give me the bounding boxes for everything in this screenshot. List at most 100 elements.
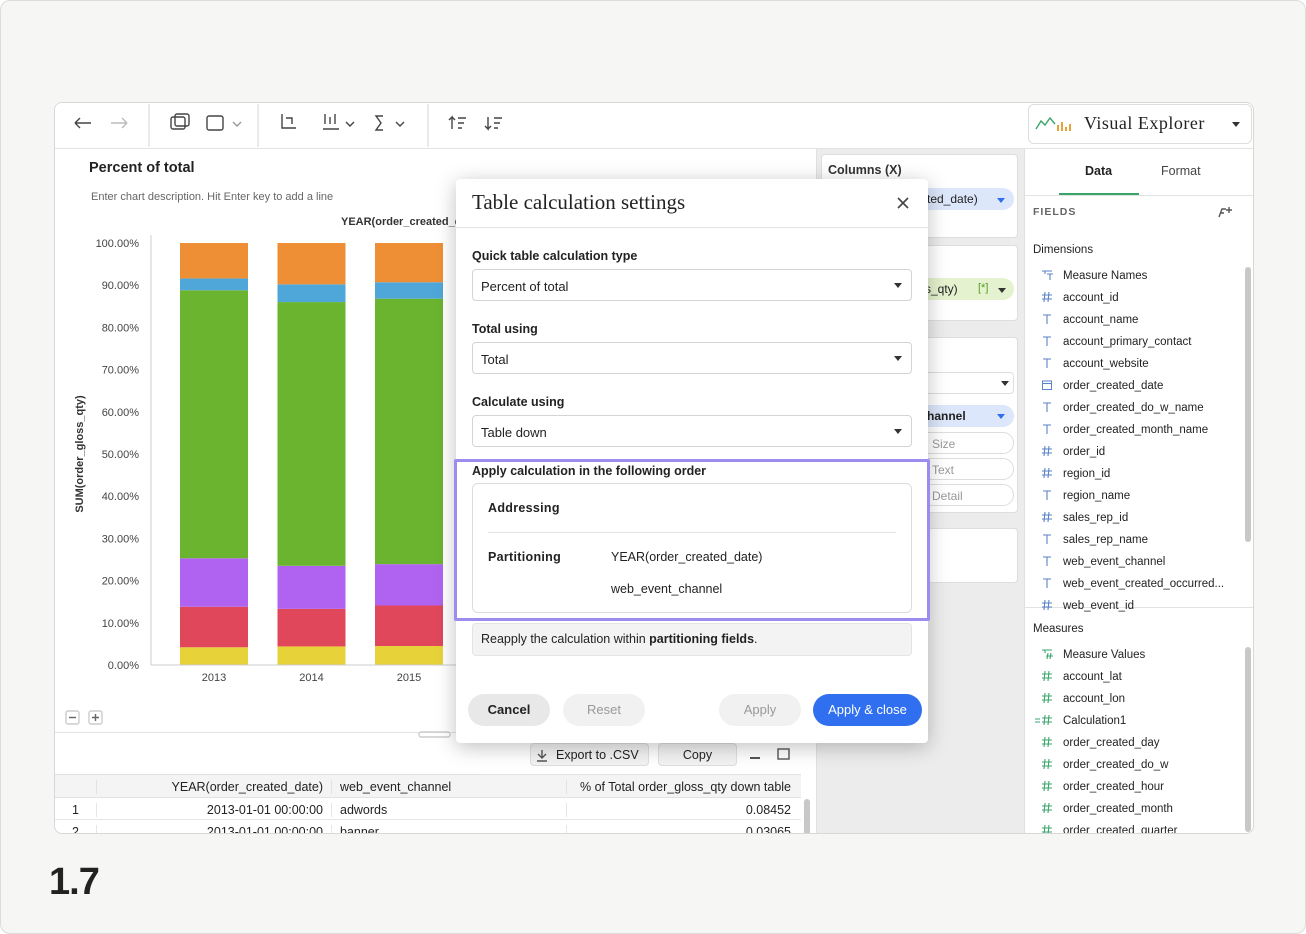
clear-sheet-icon[interactable] (206, 115, 224, 131)
field-name: account_primary_contact (1063, 336, 1192, 348)
field-name: account_id (1063, 292, 1119, 304)
app-switcher[interactable] (1028, 104, 1252, 144)
sum-icon[interactable] (374, 115, 383, 131)
x-tick-label: 2014 (299, 672, 323, 684)
x-tick-label: 2013 (202, 672, 226, 684)
select[interactable]: Percent of total (472, 269, 912, 301)
caret (997, 414, 1005, 419)
bar-segment (375, 564, 443, 606)
reset-button[interactable]: Reset (563, 694, 645, 726)
bar-segment (180, 290, 248, 559)
forward-icon[interactable] (111, 117, 128, 129)
y-tick-label: 90.00% (102, 280, 140, 292)
zoom-out[interactable] (65, 710, 80, 725)
divider (488, 532, 896, 533)
dimensions-label: Dimensions (1033, 244, 1094, 256)
hint-bold: partitioning fields (649, 632, 755, 646)
maximize-icon[interactable] (777, 748, 790, 760)
field-name: Measure Values (1063, 649, 1146, 661)
field-name: order_created_day (1063, 737, 1160, 749)
select[interactable]: Total (472, 342, 912, 374)
field-name: order_created_do_w (1063, 759, 1169, 771)
scrollbar[interactable] (1245, 267, 1251, 542)
field-name: web_event_channel (1063, 556, 1166, 568)
row-number: 1 (55, 803, 96, 817)
cancel-button[interactable]: Cancel (468, 694, 550, 726)
copy-button[interactable]: Copy (658, 743, 737, 766)
bar-segment (277, 302, 346, 566)
table-cell: 2013-01-01 00:00:00 (96, 803, 331, 817)
resize-handle[interactable] (418, 731, 451, 738)
field-icon (1042, 467, 1052, 479)
scrollbar[interactable] (804, 799, 810, 833)
bar-segment (375, 605, 443, 647)
divider (1024, 607, 1253, 608)
sort-desc-icon[interactable] (484, 117, 502, 131)
bar-segment (180, 606, 248, 648)
toolbar-icons (65, 104, 1232, 762)
field-name: Measure Names (1063, 270, 1148, 282)
field-icon (1042, 780, 1052, 792)
caret (997, 198, 1005, 203)
field-icon (1043, 490, 1051, 500)
field-label: Total using (472, 322, 538, 336)
field-name: sales_rep_name (1063, 534, 1149, 546)
y-axis-title: SUM(order_gloss_qty) (74, 395, 86, 513)
table-cell: 2013-01-01 00:00:00 (96, 825, 331, 833)
divider (1024, 195, 1253, 196)
sort-axis-icon[interactable] (323, 114, 339, 130)
tab-data[interactable]: Data (1085, 164, 1113, 178)
bar-segment (180, 278, 248, 291)
rows-pill[interactable]: s_qty) (901, 278, 1014, 300)
bar-segment (277, 243, 346, 285)
app-name: Visual Explorer (1084, 113, 1205, 133)
calc-icon (1035, 718, 1040, 723)
select[interactable]: Table down (472, 415, 912, 447)
caret (345, 121, 355, 127)
caret (894, 429, 902, 434)
swap-icon[interactable] (281, 114, 296, 129)
columns-pill[interactable]: ted_date) (901, 188, 1014, 210)
sort-asc-icon[interactable] (448, 115, 466, 129)
apply-close-button[interactable]: Apply & close (813, 694, 922, 726)
table-cell: banner (331, 825, 566, 833)
field-icon (1042, 758, 1052, 770)
color-pill[interactable]: hannel (901, 405, 1014, 427)
y-tick-label: 10.00% (102, 618, 140, 630)
fx-icon[interactable] (1218, 207, 1232, 218)
zoom-in-icon (92, 714, 99, 721)
row-number: 2 (55, 825, 96, 833)
field-icon (1042, 270, 1053, 280)
scrollbar[interactable] (1245, 647, 1251, 832)
add-sheet-icon[interactable] (170, 116, 186, 130)
table-cell: 0.03065 (566, 825, 799, 833)
field-icon (1042, 380, 1052, 390)
caret (1001, 381, 1009, 386)
field-icon (1042, 511, 1052, 523)
field-icon (1042, 291, 1052, 303)
caret (1232, 122, 1240, 127)
x-axis-title: YEAR(order_created_d (341, 216, 461, 228)
field-name: order_created_do_w_name (1063, 402, 1204, 414)
logo-icon (1057, 122, 1071, 131)
tab-format[interactable]: Format (1161, 164, 1201, 178)
field-name: web_event_created_occurred... (1063, 578, 1225, 590)
export-icon (537, 750, 547, 762)
field-name: web_event_id (1063, 600, 1134, 612)
back-icon[interactable] (74, 117, 91, 129)
bar-segment (180, 647, 248, 665)
field-icon (1042, 736, 1052, 748)
caret (894, 356, 902, 361)
field-icon (1043, 336, 1051, 346)
export-button[interactable]: Export to .CSV (530, 743, 649, 766)
sidebar (1024, 149, 1253, 833)
y-tick-label: 60.00% (102, 407, 140, 419)
y-tick-label: 0.00% (108, 660, 139, 672)
zoom-in[interactable] (88, 710, 103, 725)
bar-segment (277, 284, 346, 303)
partitioning-label: Partitioning (488, 550, 562, 564)
close-button[interactable] (896, 196, 910, 210)
plot: 0.00% 10.00% 20.00% 30.00% 40.00% 50.00% 60.00… (74, 216, 816, 684)
apply-button[interactable]: Apply (719, 694, 801, 726)
